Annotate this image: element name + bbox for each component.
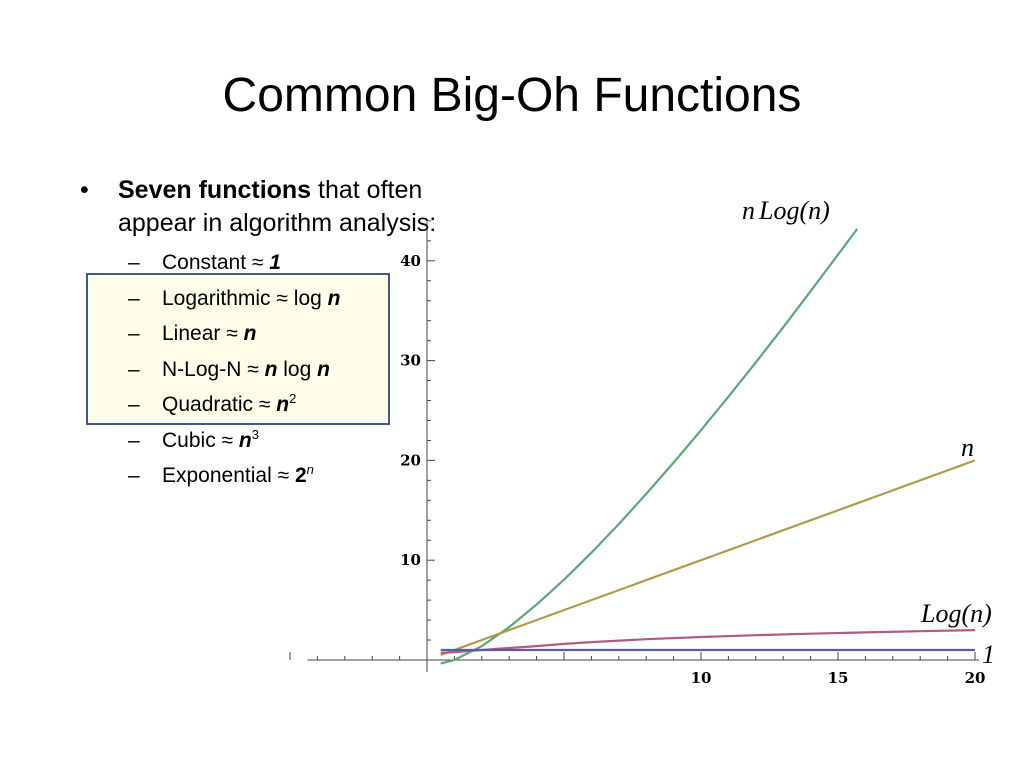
curve-label-part: n: [808, 196, 821, 225]
chart-ticks: 10 20 30 40 10 15 20: [289, 220, 986, 687]
function-log-text: log: [277, 357, 318, 381]
dash-marker: –: [128, 322, 140, 345]
dash-marker: –: [128, 286, 140, 310]
list-item-linear: – Linear ≈ n: [80, 316, 480, 352]
approx-symbol: ≈: [258, 393, 271, 416]
dash-marker: –: [128, 357, 140, 381]
function-log-text: log: [287, 286, 328, 310]
function-expression: n: [276, 393, 290, 416]
curve-label-part: n: [970, 599, 983, 628]
function-name: Linear: [162, 322, 221, 345]
curve-label-part: Log: [758, 196, 799, 225]
curve-label-1: n: [961, 433, 974, 462]
function-name: Constant: [162, 251, 247, 274]
curve-label-3: 1: [982, 640, 995, 669]
x-tick-label: 20: [965, 669, 986, 687]
dash-marker: –: [128, 428, 140, 452]
curve-label-part: n: [742, 196, 755, 225]
chart-axes: [307, 222, 979, 672]
function-name: Cubic: [162, 428, 216, 452]
curve-label-part: n: [961, 433, 974, 462]
approx-symbol: ≈: [277, 464, 290, 487]
dash-marker: –: [128, 464, 140, 487]
function-name: N-Log-N: [162, 357, 242, 381]
curve-label-part: (: [961, 599, 971, 628]
highlight-box: [86, 273, 390, 425]
approx-symbol: ≈: [276, 286, 288, 310]
function-expression-2: n: [317, 357, 330, 381]
y-tick-label: 20: [400, 451, 421, 469]
curve-label-part: ): [981, 599, 992, 628]
y-tick-label: 40: [400, 252, 421, 270]
bullet-marker: •: [80, 176, 89, 204]
bullet-lead-rest: that often appear in algorithm analysis:: [118, 176, 437, 237]
list-item-cubic: – Cubic ≈ n3: [80, 423, 480, 459]
function-expression: n: [238, 428, 252, 452]
main-bullet-text: Seven functions that often appear in alg…: [118, 174, 463, 240]
list-item-logarithmic: – Logarithmic ≈ log n: [80, 281, 480, 317]
series-line-0: [440, 228, 859, 665]
curve-label-0: n Log(n): [742, 196, 830, 225]
curve-label-part: Log: [920, 599, 961, 628]
y-tick-label: 10: [400, 551, 421, 569]
curve-label-2: Log(n): [920, 599, 992, 628]
x-tick-label: 10: [691, 669, 712, 687]
list-item-quadratic: – Quadratic ≈ n2: [80, 387, 480, 423]
function-exponent: n: [306, 462, 314, 477]
dash-marker: –: [128, 393, 140, 416]
x-tick-label: 15: [828, 669, 849, 687]
bullet-lead-bold: Seven functions: [118, 176, 312, 204]
series-line-1: [440, 459, 976, 657]
main-bullet: • Seven functions that often appear in a…: [80, 174, 480, 240]
list-item-constant: – Constant ≈ 1: [80, 245, 480, 281]
function-expression: 1: [269, 251, 281, 274]
function-exponent: 2: [289, 391, 297, 406]
y-tick-label: 30: [400, 352, 421, 370]
function-expression: 2: [294, 464, 307, 487]
chart-series: [440, 228, 976, 665]
curve-label-part: (: [799, 196, 809, 225]
function-name: Exponential: [162, 464, 272, 487]
slide-title: Common Big-Oh Functions: [222, 69, 802, 122]
list-item-exponential: – Exponential ≈ 2n: [80, 458, 480, 494]
function-expression: n: [264, 357, 278, 381]
list-item-nlogn: – N-Log-N ≈ n log n: [80, 352, 480, 388]
function-list: – Constant ≈ 1 – Logarithmic ≈ log n – L…: [80, 245, 480, 494]
approx-symbol: ≈: [251, 251, 264, 274]
function-expression: n: [243, 322, 257, 345]
function-name: Quadratic: [162, 393, 254, 416]
curve-label-part: ): [819, 196, 830, 225]
approx-symbol: ≈: [247, 357, 259, 381]
function-exponent: 3: [251, 426, 259, 442]
bullet-content: • Seven functions that often appear in a…: [80, 174, 480, 494]
dash-marker: –: [128, 251, 140, 274]
approx-symbol: ≈: [226, 322, 238, 345]
approx-symbol: ≈: [221, 428, 234, 452]
function-expression: n: [327, 286, 341, 310]
function-name: Logarithmic: [162, 286, 271, 310]
curve-label-part: 1: [982, 640, 995, 669]
